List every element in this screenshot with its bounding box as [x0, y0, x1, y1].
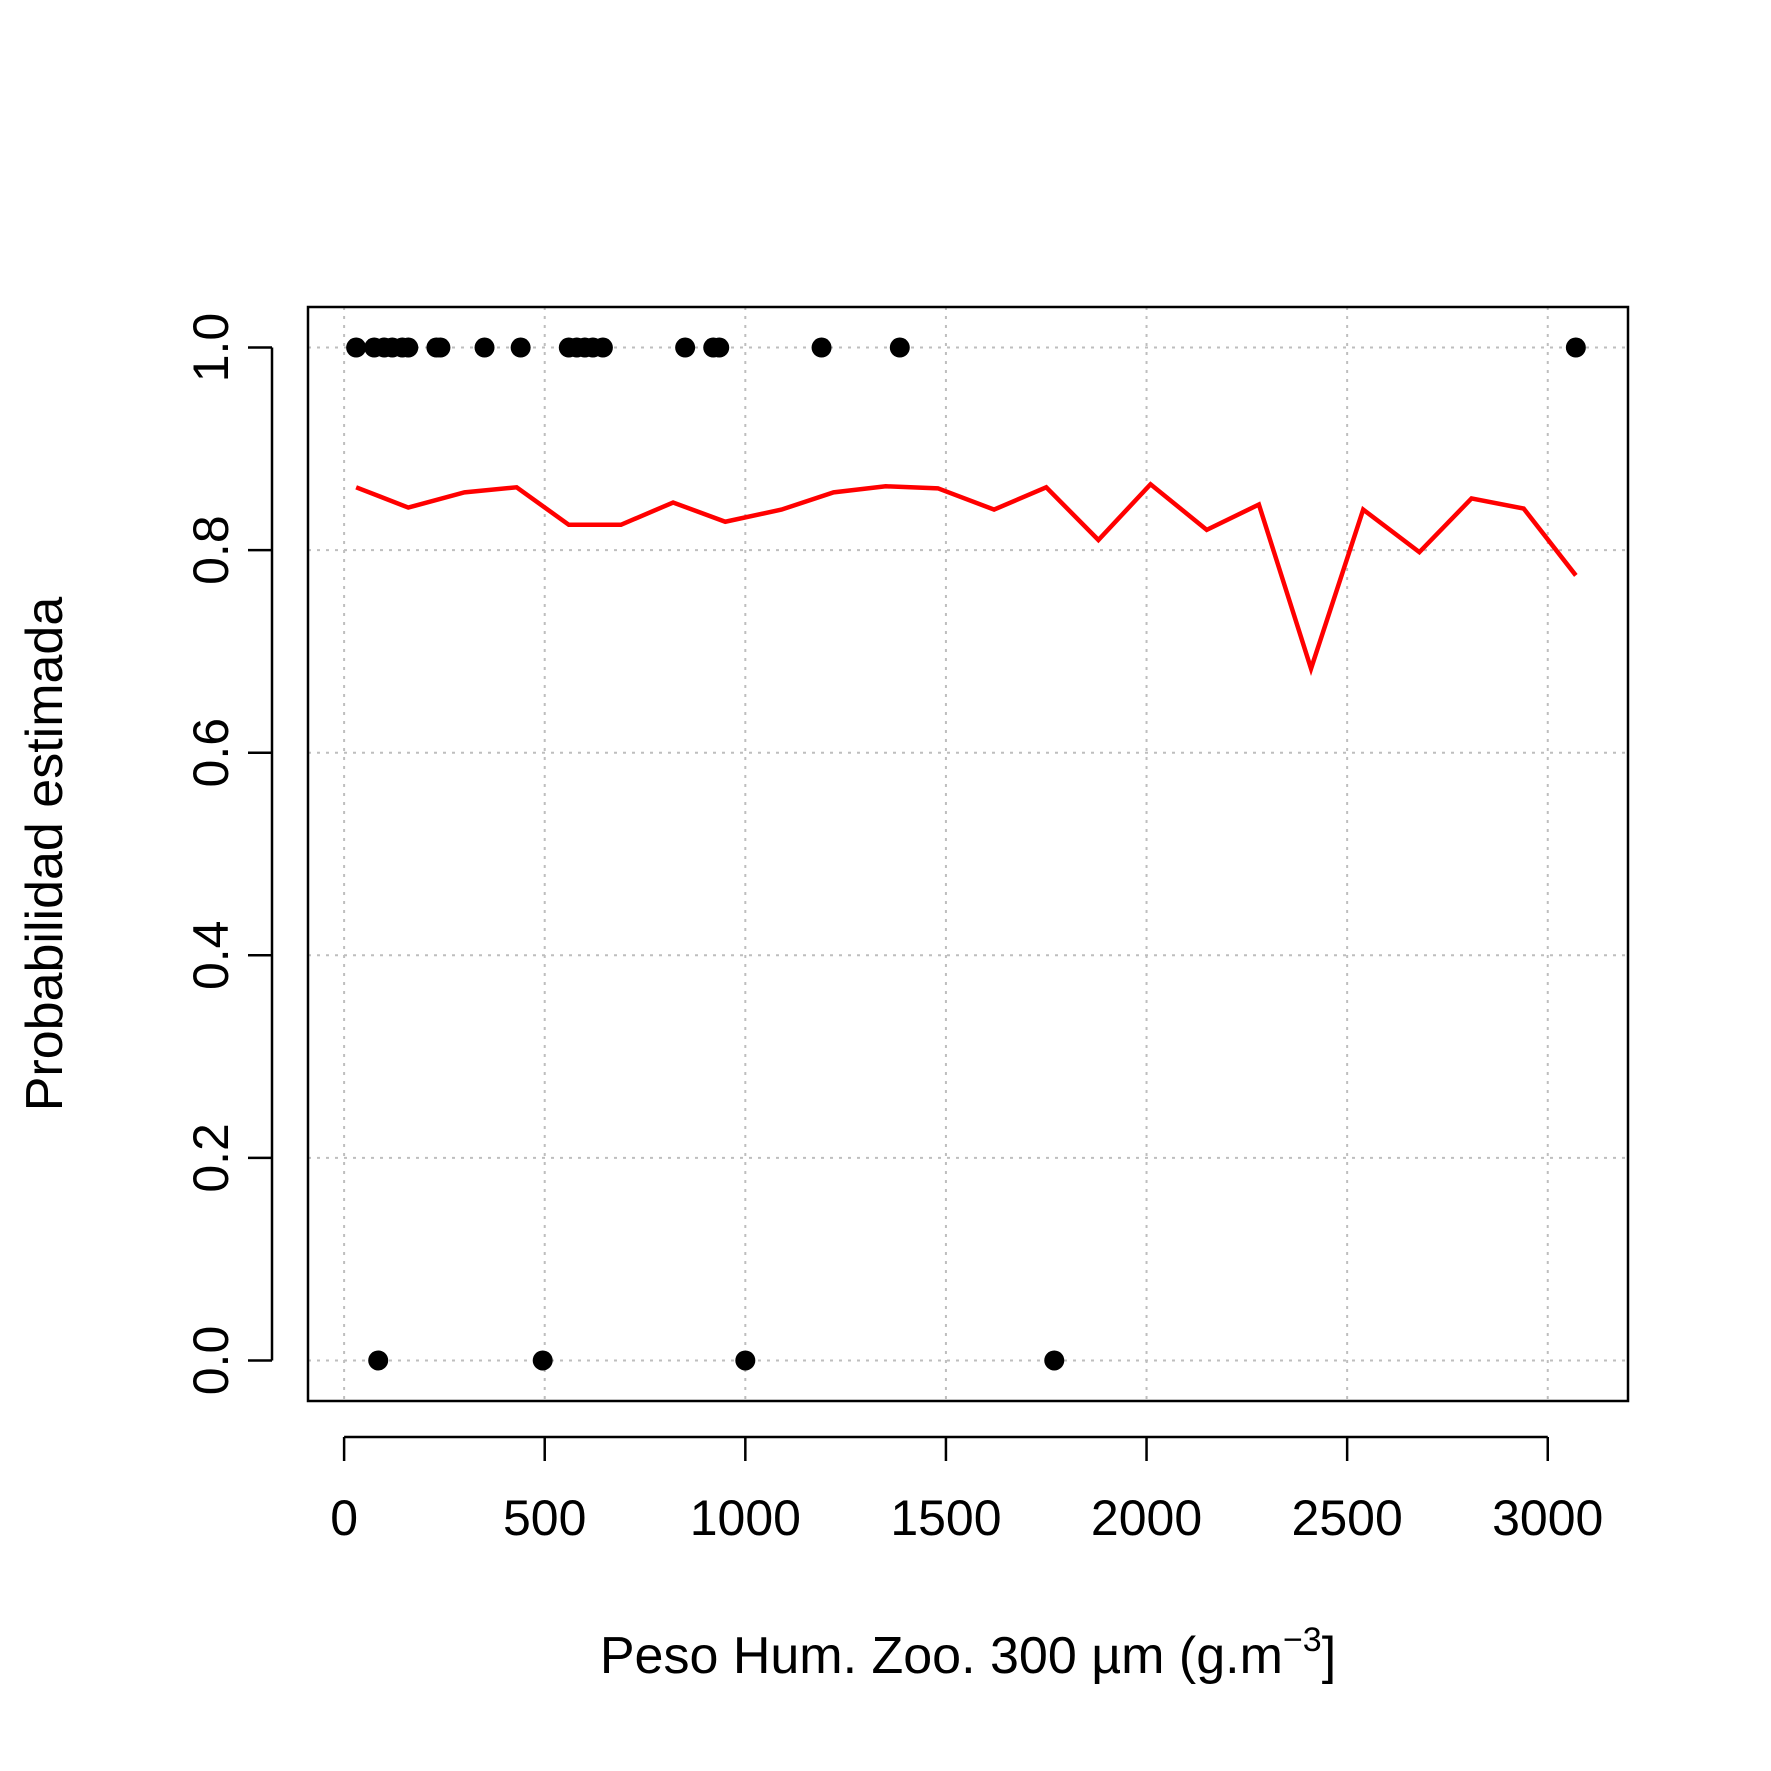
data-point-9: [510, 337, 531, 358]
x-axis-title-main: Peso Hum. Zoo. 300 µm (g.m: [600, 1627, 1283, 1685]
data-point-5: [398, 337, 419, 358]
y-tick-label-4: 0.8: [183, 515, 239, 585]
data-point-21: [368, 1350, 389, 1371]
data-points-layer: [346, 337, 1586, 1371]
x-axis-title: Peso Hum. Zoo. 300 µm (g.m−3]: [600, 1621, 1336, 1685]
x-tick-label-2: 1000: [690, 1490, 801, 1546]
plot-frame: [306, 305, 1630, 1403]
x-tick-label-6: 3000: [1492, 1490, 1603, 1546]
data-point-22: [532, 1350, 553, 1371]
x-tick-label-1: 500: [503, 1490, 586, 1546]
y-tick-label-0: 0.0: [183, 1326, 239, 1396]
data-point-20: [1565, 337, 1586, 358]
x-tick-label-0: 0: [330, 1490, 358, 1546]
y-axis-title: Probabilidad estimada: [16, 597, 74, 1112]
x-tick-label-3: 1500: [890, 1490, 1001, 1546]
data-point-15: [675, 337, 696, 358]
x-axis-title-superscript: −3: [1283, 1621, 1322, 1659]
x-tick-label-4: 2000: [1091, 1490, 1202, 1546]
grid-lines: [308, 307, 1628, 1401]
data-point-18: [811, 337, 832, 358]
y-tick-label-1: 0.2: [183, 1123, 239, 1193]
data-point-7: [430, 337, 451, 358]
y-tick-label-2: 0.4: [183, 921, 239, 991]
y-tick-label-5: 1.0: [183, 313, 239, 383]
data-point-17: [709, 337, 730, 358]
data-point-14: [592, 337, 613, 358]
data-point-0: [346, 337, 367, 358]
fitted-line-layer: [355, 481, 1578, 676]
data-point-8: [474, 337, 495, 358]
data-point-19: [889, 337, 910, 358]
x-axis-title-end: ]: [1322, 1627, 1336, 1685]
x-axis: 0 500 1000 1500 2000 2500 3000: [330, 1435, 1603, 1546]
data-point-24: [1044, 1350, 1065, 1371]
x-tick-label-5: 2500: [1292, 1490, 1403, 1546]
fitted-probability-line: [355, 481, 1578, 676]
data-point-23: [735, 1350, 756, 1371]
y-tick-label-3: 0.6: [183, 718, 239, 788]
y-axis: 0.0 0.2 0.4 0.6 0.8 1.0: [183, 313, 274, 1396]
